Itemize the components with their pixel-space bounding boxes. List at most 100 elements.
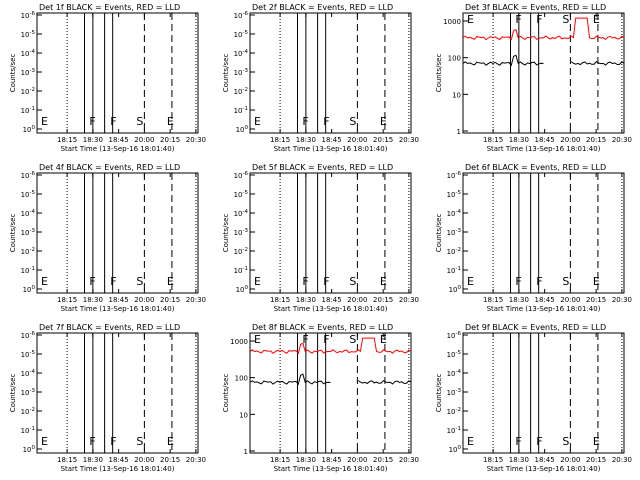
x-tick-label: 18:30 (509, 296, 529, 304)
y-axis-label: Counts/sec (9, 374, 17, 413)
plot-frame (462, 172, 625, 294)
x-tick-label: 20:00 (134, 296, 154, 304)
x-tick-label: 20:30 (399, 296, 419, 304)
y-tick-label: 10-2 (447, 247, 461, 256)
y-tick-label: 100 (236, 285, 249, 294)
event-marker-label: F (110, 115, 116, 128)
x-tick-label: 18:30 (83, 136, 103, 144)
x-tick-label: 18:45 (535, 136, 555, 144)
x-tick-label: 18:15 (483, 296, 503, 304)
y-tick-label: 1000 (230, 338, 248, 346)
x-tick-label: 20:30 (399, 136, 419, 144)
x-tick-label: 20:30 (186, 136, 206, 144)
event-marker-label: F (323, 275, 329, 288)
panel-title: Det 2f BLACK = Events, RED = LLD (252, 3, 393, 12)
x-tick-label: 20:15 (586, 136, 606, 144)
y-tick-label: 10-3 (21, 228, 36, 237)
event-marker-label: E (41, 275, 48, 288)
panel-title: Det 1f BLACK = Events, RED = LLD (39, 3, 180, 12)
x-tick-label: 20:00 (347, 296, 367, 304)
event-marker-label: F (536, 13, 542, 26)
event-marker-label: E (380, 333, 387, 346)
y-tick-label: 100 (449, 445, 462, 454)
x-tick-label: 18:45 (535, 296, 555, 304)
event-marker-label: F (89, 275, 95, 288)
event-marker-label: E (254, 333, 261, 346)
y-tick-label: 10 (452, 91, 461, 99)
events-series-line (249, 373, 412, 386)
event-marker-label: F (302, 333, 308, 346)
event-marker-label: F (110, 275, 116, 288)
y-tick-label: 10-1 (447, 266, 461, 275)
event-marker-label: E (167, 115, 174, 128)
x-tick-label: 18:45 (109, 136, 129, 144)
y-tick-label: 10-4 (21, 369, 36, 378)
event-marker-label: S (136, 115, 143, 128)
event-marker-label: F (323, 333, 329, 346)
x-tick-label: 18:15 (270, 136, 290, 144)
lld-series-line (462, 17, 625, 41)
x-tick-label: 20:15 (160, 296, 180, 304)
y-tick-label: 10-2 (234, 247, 248, 256)
plot-frame (462, 12, 625, 134)
x-tick-label: 20:15 (373, 296, 393, 304)
event-marker-label: S (136, 435, 143, 448)
x-tick-label: 18:45 (322, 136, 342, 144)
x-tick-label: 20:30 (612, 296, 632, 304)
event-marker-label: F (323, 115, 329, 128)
plot-frame (36, 332, 199, 454)
x-axis-label: Start Time (13-Sep-16 18:01:40) (274, 465, 388, 473)
x-tick-label: 18:30 (296, 136, 316, 144)
y-tick-label: 10-1 (234, 266, 248, 275)
y-tick-label: 10-2 (234, 87, 248, 96)
x-tick-label: 18:45 (322, 456, 342, 464)
y-tick-label: 10 (239, 411, 248, 419)
x-tick-label: 18:15 (483, 136, 503, 144)
x-tick-label: 18:15 (57, 136, 77, 144)
y-axis-label: Counts/sec (222, 54, 230, 93)
event-marker-label: F (302, 115, 308, 128)
y-tick-label: 10-1 (447, 426, 461, 435)
event-marker-label: E (380, 115, 387, 128)
event-marker-label: F (515, 435, 521, 448)
y-axis-label: Counts/sec (435, 374, 443, 413)
y-axis-label: Counts/sec (222, 214, 230, 253)
panel-title: Det 4f BLACK = Events, RED = LLD (39, 163, 180, 172)
y-tick-label: 10-2 (21, 87, 35, 96)
y-tick-label: 10-1 (21, 106, 35, 115)
panel-det-1: Det 1f BLACK = Events, RED = LLD 18:15 18:… (9, 3, 206, 153)
plot-frame (36, 12, 199, 134)
y-tick-label: 10-6 (21, 331, 36, 340)
y-tick-label: 10-5 (21, 190, 36, 199)
event-marker-label: E (380, 275, 387, 288)
y-tick-label: 10-5 (21, 350, 36, 359)
x-tick-label: 18:30 (296, 456, 316, 464)
x-tick-label: 20:00 (560, 136, 580, 144)
y-tick-label: 10-3 (21, 388, 36, 397)
y-tick-label: 10-5 (447, 190, 462, 199)
y-tick-label: 10-3 (447, 388, 462, 397)
y-axis-label: Counts/sec (435, 214, 443, 253)
y-tick-label: 100 (449, 285, 462, 294)
x-axis-label: Start Time (13-Sep-16 18:01:40) (487, 465, 601, 473)
events-series-line (462, 54, 625, 67)
event-marker-label: E (41, 115, 48, 128)
lld-series-line (249, 337, 412, 355)
x-tick-label: 20:30 (612, 456, 632, 464)
event-marker-label: S (349, 275, 356, 288)
y-tick-label: 10-4 (447, 369, 462, 378)
event-marker-label: E (167, 435, 174, 448)
x-tick-label: 20:00 (134, 456, 154, 464)
event-marker-label: F (515, 275, 521, 288)
event-marker-label: F (110, 435, 116, 448)
y-tick-label: 100 (448, 55, 461, 63)
event-marker-label: E (593, 435, 600, 448)
panel-title: Det 3f BLACK = Events, RED = LLD (465, 3, 606, 12)
y-tick-label: 10-3 (447, 228, 462, 237)
panel-det-5: Det 5f BLACK = Events, RED = LLD 18:15 18:… (222, 163, 419, 313)
y-axis-label: Counts/sec (9, 214, 17, 253)
y-tick-label: 10-6 (234, 171, 249, 180)
y-tick-label: 100 (23, 125, 36, 134)
y-tick-label: 10-2 (21, 247, 35, 256)
